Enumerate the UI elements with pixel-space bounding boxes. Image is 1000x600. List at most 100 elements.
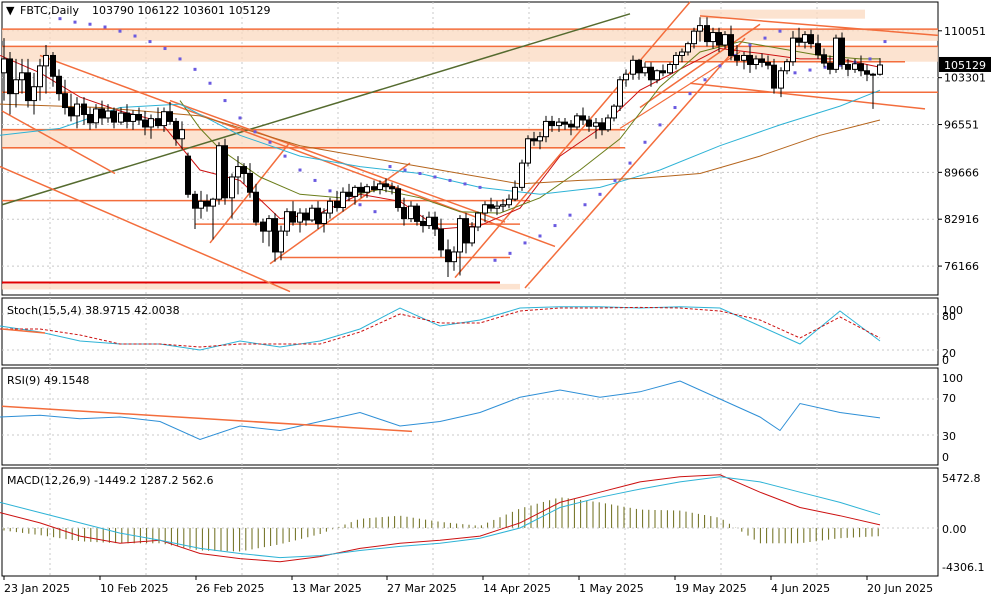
bullish-candle [852, 63, 858, 70]
bearish-candle [253, 191, 259, 223]
resistance-zone [2, 29, 938, 41]
sar-dot [73, 20, 77, 24]
bearish-candle [870, 73, 876, 76]
time-tick-label: 13 Mar 2025 [292, 582, 362, 595]
bullish-candle [605, 117, 611, 131]
bullish-candle [722, 34, 728, 46]
bearish-candle [808, 34, 814, 45]
trendline [699, 15, 939, 37]
bullish-candle [512, 186, 518, 200]
bearish-candle [599, 122, 605, 131]
bullish-candle [457, 218, 463, 253]
bearish-candle [222, 145, 228, 199]
sar-dot [688, 92, 692, 96]
time-tick-label: 26 Feb 2025 [196, 582, 264, 595]
bearish-candle [111, 110, 117, 123]
bearish-candle [383, 183, 389, 188]
stoch-pane[interactable] [1, 297, 939, 366]
resistance-zone [2, 128, 620, 150]
sar-dot [553, 224, 557, 228]
bullish-candle [500, 204, 506, 207]
bullish-candle [697, 25, 703, 32]
bullish-candle [309, 207, 315, 221]
oscillator-line [0, 306, 881, 351]
sar-dot [208, 81, 212, 85]
bullish-candle [19, 72, 25, 81]
bearish-candle [303, 212, 309, 221]
bearish-candle [358, 186, 364, 193]
bullish-candle [408, 205, 414, 220]
price-tick-label: 110051 [944, 25, 986, 38]
bullish-candle [790, 37, 796, 63]
bullish-candle [161, 111, 167, 127]
bearish-candle [81, 103, 87, 115]
trendline [639, 23, 761, 109]
bearish-candle [420, 220, 426, 227]
sar-dot [823, 65, 827, 69]
time-axis: 23 Jan 2025 10 Feb 2025 26 Feb 2025 13 Mar … [3, 576, 933, 595]
bearish-candle [432, 216, 438, 230]
bearish-candle [99, 108, 105, 119]
sar-dot [358, 203, 362, 207]
bullish-candle [482, 204, 488, 214]
bullish-candle [877, 64, 883, 75]
bullish-candle [216, 145, 222, 200]
sar-dot [673, 106, 677, 110]
bullish-candle [778, 70, 784, 89]
trendline [169, 99, 506, 223]
bullish-candle [1, 58, 7, 74]
time-tick-label: 14 Apr 2025 [483, 582, 551, 595]
bullish-candle [593, 122, 599, 127]
sar-dot [388, 165, 392, 169]
rsi-pane[interactable] [1, 367, 939, 466]
bearish-candle [247, 172, 253, 193]
sar-dot [433, 175, 437, 179]
bearish-candle [185, 155, 191, 195]
bullish-candle [198, 200, 204, 209]
bearish-candle [765, 61, 771, 66]
resistance-zone [700, 9, 865, 19]
bearish-candle [827, 62, 833, 70]
oscillator-line [0, 380, 881, 441]
bullish-candle [297, 212, 303, 223]
sar-dot [178, 57, 182, 61]
macd-pane[interactable] [1, 467, 939, 577]
sar-dot [88, 22, 92, 26]
sar-dot [643, 140, 647, 144]
sar-dot [298, 168, 302, 172]
symbol-label: FBTC,Daily [20, 4, 79, 17]
dropdown-triangle-icon[interactable]: ▼ [6, 4, 15, 17]
resistance-zone [2, 46, 938, 62]
bearish-candle [445, 249, 451, 263]
macd-plot: 5472.8 0.00 -4306.1 [0, 472, 984, 574]
sar-dot [493, 258, 497, 262]
bullish-candle [685, 43, 691, 53]
rsi-plot: 100 70 30 0 [0, 372, 963, 464]
sar-dot [268, 140, 272, 144]
bearish-candle [815, 43, 821, 56]
bullish-candle [235, 166, 241, 178]
sar-dot [103, 25, 107, 29]
bullish-candle [340, 191, 346, 209]
bearish-candle [549, 120, 555, 127]
sar-dot [508, 251, 512, 255]
sar-dot [763, 36, 767, 40]
bearish-candle [334, 200, 340, 209]
bearish-candle [660, 70, 666, 74]
bullish-candle [574, 115, 580, 128]
stoch-trendline [1, 328, 46, 334]
bullish-candle [31, 86, 37, 102]
bearish-candle [734, 54, 740, 61]
time-tick-label: 19 May 2025 [675, 582, 747, 595]
bearish-candle [395, 188, 401, 209]
bullish-candle [278, 230, 284, 253]
bearish-candle [68, 107, 74, 117]
bullish-candle [469, 226, 475, 244]
bullish-candle [753, 58, 759, 65]
bullish-candle [525, 138, 531, 164]
candles [1, 17, 883, 277]
bearish-candle [845, 63, 851, 70]
sar-dot [133, 34, 137, 38]
price-tick-label: 82916 [944, 213, 979, 226]
